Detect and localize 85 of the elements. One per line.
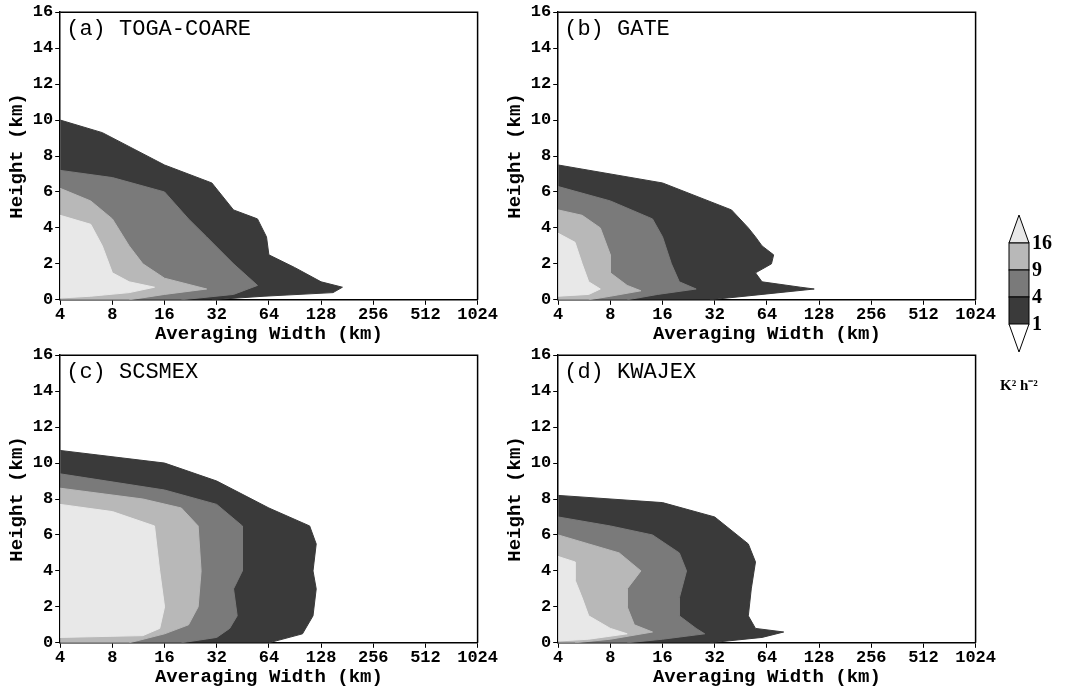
y-tick-label: 4 (541, 561, 552, 581)
x-tick-label: 512 (410, 648, 441, 668)
y-tick-label: 14 (530, 381, 552, 401)
x-tick-label: 64 (258, 648, 280, 668)
y-tick-label: 14 (32, 381, 54, 401)
x-tick-label: 32 (704, 648, 725, 668)
y-tick-label: 16 (32, 345, 54, 365)
x-axis-title: Averaging Width (km) (154, 323, 383, 346)
legend-label: 1 (1032, 312, 1042, 334)
y-tick-label: 0 (43, 290, 54, 310)
y-tick-label: 10 (32, 453, 54, 473)
chart-title: (a) TOGA-COARE (66, 17, 252, 43)
y-tick-label: 6 (43, 182, 54, 202)
y-tick-label: 4 (43, 561, 54, 581)
y-tick-label: 14 (32, 38, 54, 58)
x-tick-label: 16 (652, 648, 673, 668)
x-tick-label: 256 (855, 648, 887, 668)
y-tick-label: 6 (43, 525, 54, 545)
x-tick-label: 1024 (955, 648, 996, 668)
y-tick-label: 0 (541, 290, 552, 310)
x-tick-label: 256 (855, 305, 887, 325)
y-tick-label: 0 (541, 633, 552, 653)
legend-label: 9 (1032, 258, 1042, 280)
y-tick-label: 12 (32, 417, 54, 437)
color-bar-title: K² h⁻² (1000, 376, 1038, 394)
y-axis-title: Height (km) (504, 93, 527, 219)
y-tick-label: 8 (541, 489, 552, 509)
y-tick-label: 2 (541, 597, 552, 617)
y-tick-label: 2 (43, 254, 54, 274)
chart-title: (d) KWAJEX (564, 360, 697, 386)
x-tick-label: 1024 (457, 305, 498, 325)
x-tick-label: 512 (410, 305, 441, 325)
y-tick-label: 16 (530, 2, 552, 22)
x-tick-label: 256 (357, 648, 389, 668)
y-tick-label: 16 (32, 2, 54, 22)
y-tick-label: 8 (43, 146, 54, 166)
x-axis-title: Averaging Width (km) (652, 666, 881, 689)
y-tick-label: 10 (32, 110, 54, 130)
x-tick-label: 8 (107, 305, 118, 325)
y-tick-label: 0 (43, 633, 54, 653)
y-tick-label: 12 (32, 74, 54, 94)
x-tick-label: 128 (305, 648, 337, 668)
x-tick-label: 16 (154, 305, 175, 325)
x-tick-label: 1024 (955, 305, 996, 325)
x-tick-label: 512 (908, 305, 939, 325)
x-tick-label: 32 (206, 648, 227, 668)
y-axis-title: Height (km) (6, 93, 29, 219)
y-tick-label: 10 (530, 110, 552, 130)
y-tick-label: 6 (541, 182, 552, 202)
x-tick-label: 512 (908, 648, 939, 668)
y-axis-title: Height (km) (504, 436, 527, 562)
y-tick-label: 2 (541, 254, 552, 274)
x-tick-label: 64 (258, 305, 280, 325)
x-tick-label: 8 (605, 648, 616, 668)
x-tick-label: 64 (756, 648, 778, 668)
x-axis-title: Averaging Width (km) (652, 323, 881, 346)
legend-label: 4 (1032, 285, 1042, 307)
x-tick-label: 64 (756, 305, 778, 325)
x-tick-label: 16 (154, 648, 175, 668)
x-tick-label: 128 (305, 305, 337, 325)
y-tick-label: 6 (541, 525, 552, 545)
x-tick-label: 32 (704, 305, 725, 325)
x-tick-label: 128 (803, 648, 835, 668)
x-tick-label: 256 (357, 305, 389, 325)
chart-title: (c) SCSMEX (66, 360, 199, 386)
y-tick-label: 12 (530, 417, 552, 437)
y-tick-label: 10 (530, 453, 552, 473)
x-tick-label: 128 (803, 305, 835, 325)
x-tick-label: 32 (206, 305, 227, 325)
y-tick-label: 4 (43, 218, 54, 238)
y-tick-label: 12 (530, 74, 552, 94)
x-axis-title: Averaging Width (km) (154, 666, 383, 689)
x-tick-label: 1024 (457, 648, 498, 668)
y-axis-title: Height (km) (6, 436, 29, 562)
y-tick-label: 16 (530, 345, 552, 365)
x-tick-label: 8 (605, 305, 616, 325)
legend-label: 16 (1032, 231, 1052, 253)
y-tick-label: 4 (541, 218, 552, 238)
y-tick-label: 8 (541, 146, 552, 166)
chart-title: (b) GATE (564, 17, 670, 43)
y-tick-label: 14 (530, 38, 552, 58)
x-tick-label: 8 (107, 648, 118, 668)
y-tick-label: 2 (43, 597, 54, 617)
x-tick-label: 16 (652, 305, 673, 325)
y-tick-label: 8 (43, 489, 54, 509)
